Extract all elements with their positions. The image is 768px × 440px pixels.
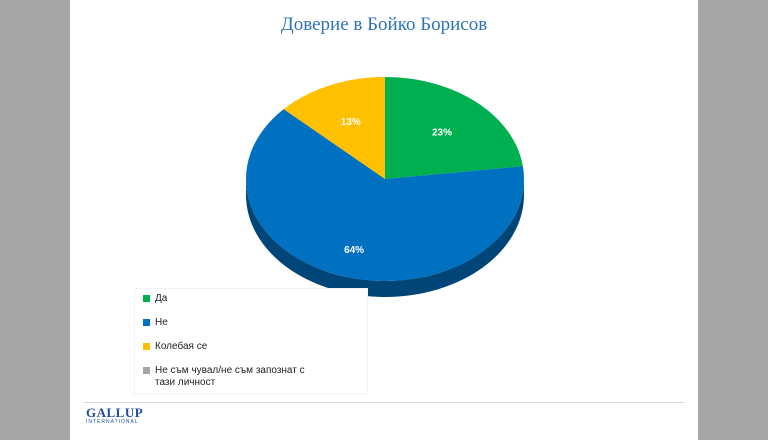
chart-title: Доверие в Бойко Борисов xyxy=(280,14,488,35)
logo-main-text: GALLUP xyxy=(86,405,144,420)
legend-label-kolebaya: Колебая се xyxy=(155,341,208,352)
legend-swatch-kolebaya xyxy=(143,343,150,350)
pie-data-label-колебая-се: 13% xyxy=(341,117,361,128)
legend-swatch-ne xyxy=(143,319,150,326)
legend-label-ne-chuval: Не съм чувал/не съм запознат с тази личн… xyxy=(155,365,305,388)
legend-label-ne: Не xyxy=(155,317,168,328)
legend-label-da: Да xyxy=(155,293,168,304)
pie-data-label-не: 64% xyxy=(344,245,364,256)
pie-slice-колебая-се xyxy=(283,77,385,179)
legend-swatch-da xyxy=(143,295,150,302)
legend-swatch-ne-chuval xyxy=(143,367,150,374)
pie-slice-не xyxy=(245,109,524,281)
footer-divider xyxy=(84,402,684,403)
slide: Доверие в Бойко Борисов 23% 64% 13% Да Не … xyxy=(70,0,698,440)
pie-side-не xyxy=(246,179,524,297)
pie-data-label-да: 23% xyxy=(432,128,452,139)
logo-sub-text: INTERNATIONAL xyxy=(86,419,139,425)
chart-legend: Да Не Колебая се Не съм чувал/не съм зап… xyxy=(134,288,368,394)
pie-chart: 23% 64% 13% xyxy=(245,77,524,297)
pie-slice-да xyxy=(385,77,523,179)
gallup-logo: GALLUP INTERNATIONAL xyxy=(86,406,158,428)
